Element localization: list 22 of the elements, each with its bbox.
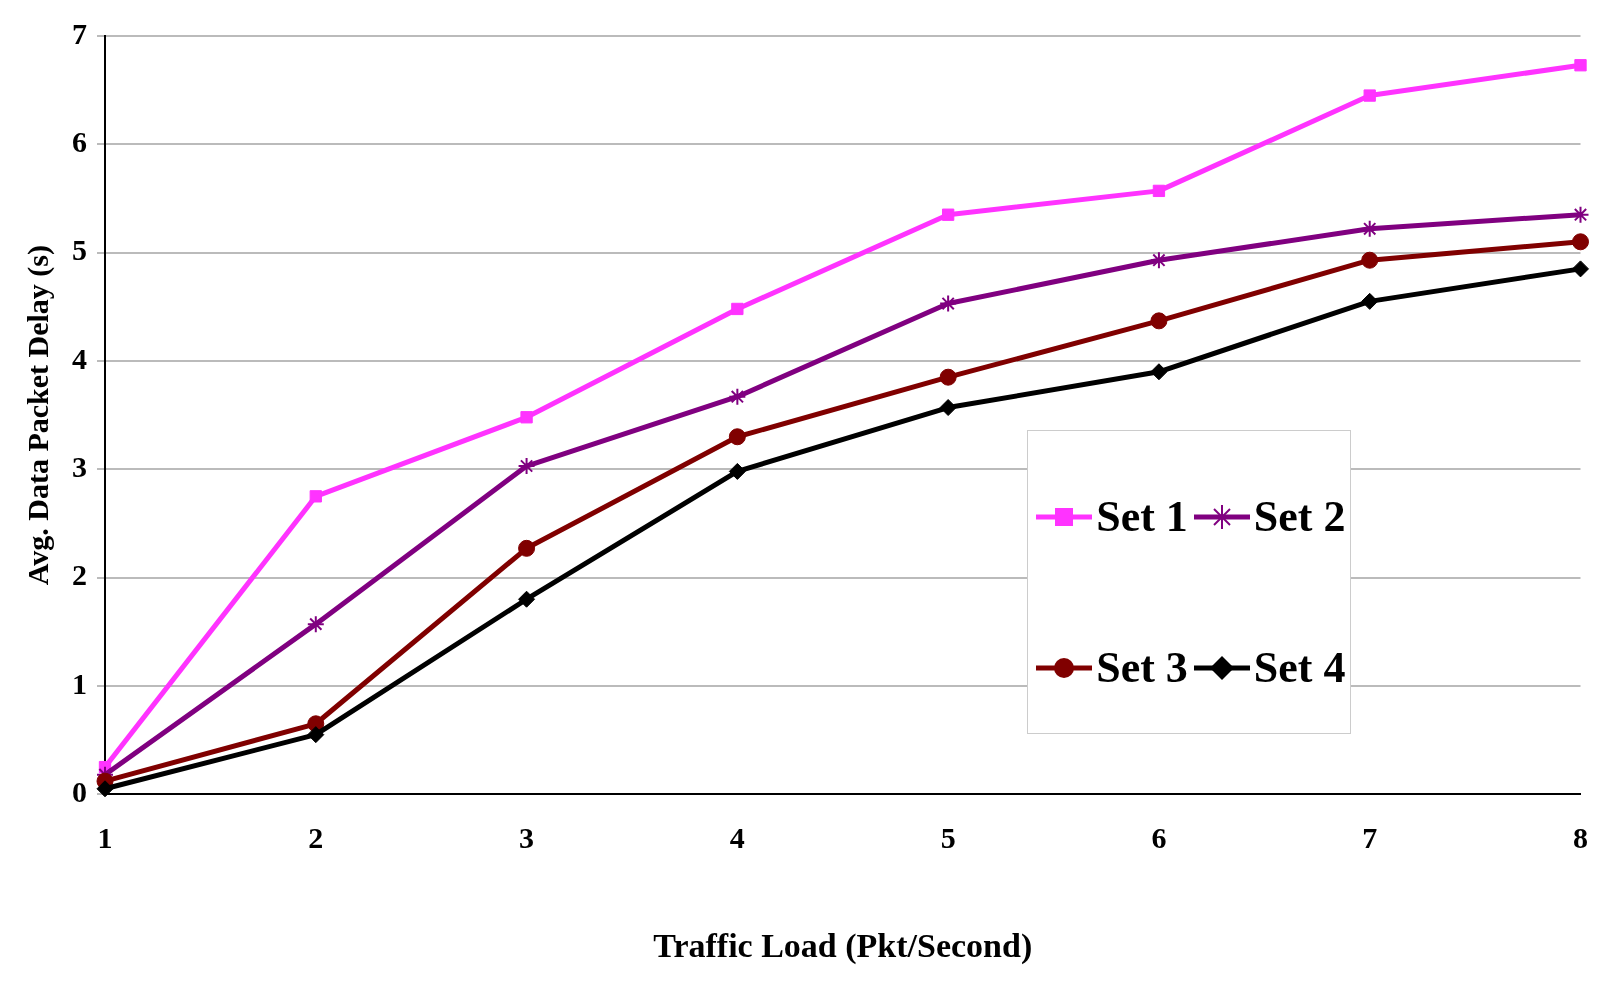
y-tick-label: 3 [72, 450, 87, 484]
x-tick-label: 6 [1151, 820, 1167, 854]
x-tick-label: 8 [1573, 820, 1588, 854]
x-tick-label: 3 [519, 820, 535, 854]
y-tick-label: 2 [72, 558, 87, 592]
x-tick-label: 5 [940, 820, 956, 854]
legend-label: Set 3 [1096, 642, 1188, 694]
y-tick-label: 4 [72, 341, 87, 375]
x-tick-label: 7 [1362, 820, 1378, 854]
legend-label: Set 1 [1096, 491, 1188, 543]
y-tick-label: 7 [72, 16, 87, 50]
x-tick-label: 2 [308, 820, 324, 854]
legend-label: Set 2 [1253, 491, 1346, 543]
y-tick-label: 5 [72, 233, 87, 267]
y-axis-title: Avg. Data Packet Delay (s) [20, 245, 55, 586]
x-axis-title: Traffic Load (Pkt/Second) [653, 927, 1033, 966]
y-tick-label: 1 [72, 666, 87, 700]
x-tick-label: 1 [97, 820, 113, 854]
y-tick-label: 6 [72, 125, 87, 159]
x-tick-label: 4 [729, 820, 745, 854]
y-tick-label: 0 [72, 774, 87, 808]
legend-label: Set 4 [1253, 642, 1346, 694]
